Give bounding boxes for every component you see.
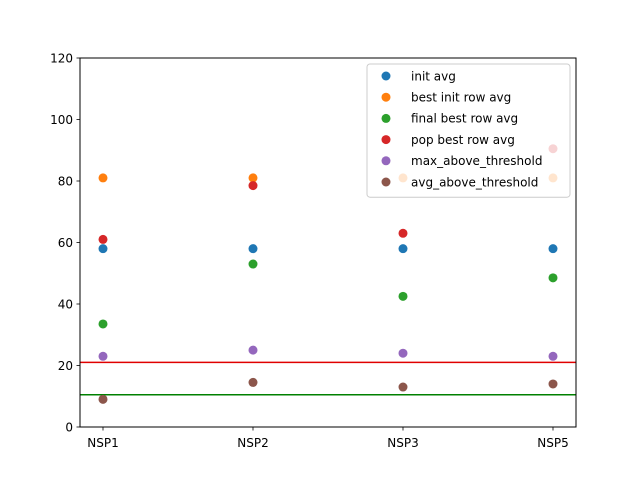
legend: init avg best init row avg final best row …	[366, 63, 571, 198]
y-tick-label-6: 120	[50, 51, 73, 65]
y-tick-label-5: 100	[50, 113, 73, 127]
legend-label-3: pop best row avg	[411, 133, 515, 147]
x-tick-label-0: NSP1	[87, 436, 118, 450]
point-series4-2	[398, 348, 408, 358]
point-series2-3	[548, 273, 558, 283]
x-tick-label-1: NSP2	[237, 436, 268, 450]
legend-marker-0	[381, 71, 391, 81]
legend-marker-1	[381, 92, 391, 102]
y-tick-label-1: 20	[58, 359, 73, 373]
point-series1-1	[248, 173, 258, 183]
point-series2-2	[398, 291, 408, 301]
point-series2-1	[248, 259, 258, 269]
point-series1-0	[98, 173, 108, 183]
legend-label-1: best init row avg	[411, 91, 511, 105]
point-series3-2	[398, 228, 408, 238]
y-tick-label-4: 80	[58, 174, 73, 188]
point-series5-2	[398, 382, 408, 392]
point-series4-0	[98, 351, 108, 361]
x-tick-label-2: NSP3	[387, 436, 418, 450]
point-series5-0	[98, 394, 108, 404]
x-tick-label-3: NSP5	[537, 436, 568, 450]
y-tick-label-0: 0	[65, 420, 73, 434]
point-series3-1	[248, 181, 258, 191]
legend-marker-4	[381, 156, 391, 166]
y-tick-label-3: 60	[58, 236, 73, 250]
point-series0-3	[548, 244, 558, 254]
point-series5-3	[548, 379, 558, 389]
legend-box	[366, 63, 571, 198]
legend-label-2: final best row avg	[411, 112, 518, 126]
point-series4-3	[548, 351, 558, 361]
legend-marker-2	[381, 113, 391, 123]
x-axis: NSP1 NSP2 NSP3 NSP5	[87, 427, 569, 450]
point-series5-1	[248, 377, 258, 387]
point-series0-0	[98, 244, 108, 254]
point-series0-2	[398, 244, 408, 254]
legend-label-5: avg_above_threshold	[411, 175, 538, 189]
legend-label-0: init avg	[411, 69, 456, 83]
y-axis: 0 20 40 60 80 100 120	[50, 51, 80, 434]
reference-lines	[80, 361, 576, 396]
legend-marker-5	[381, 177, 391, 187]
y-tick-label-2: 40	[58, 297, 73, 311]
point-series2-0	[98, 319, 108, 329]
point-series3-0	[98, 234, 108, 244]
point-series0-1	[248, 244, 258, 254]
legend-marker-3	[381, 135, 391, 145]
point-series4-1	[248, 345, 258, 355]
legend-label-4: max_above_threshold	[411, 154, 542, 168]
